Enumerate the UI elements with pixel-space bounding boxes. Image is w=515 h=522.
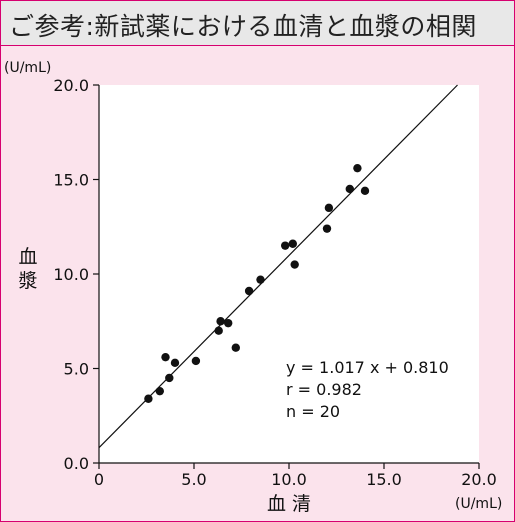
x-tick-label: 15.0 [366,470,402,489]
x-axis-title: 血清 [267,493,317,515]
header-bar: ご参考:新試薬における血清と血漿の相関 [1,1,514,46]
data-point [231,343,240,352]
data-point [214,326,223,335]
data-point [288,239,297,248]
data-point [144,394,153,403]
data-point [224,318,233,328]
x-tick-label: 0 [94,470,104,489]
y-tick-label: 5.0 [64,360,89,379]
data-point [353,163,362,173]
data-point [290,260,299,269]
data-point [191,356,201,366]
correlation-coefficient: r = 0.982 [286,380,362,399]
y-unit-label: (U/mL) [4,60,51,76]
x-unit-label: (U/mL) [455,496,502,512]
data-point [360,186,370,196]
sample-count: n = 20 [286,402,340,421]
data-point [256,275,265,284]
x-tick-label: 20.0 [461,470,497,489]
data-point [161,352,170,362]
data-point [165,373,174,383]
data-point [155,386,164,396]
y-axis-title-1: 血 [18,246,37,268]
data-point [170,358,180,368]
y-axis-title-2: 漿 [18,270,37,292]
data-point [324,203,334,213]
x-tick-label: 10.0 [271,470,307,489]
y-tick-label: 10.0 [53,265,89,284]
regression-equation: y = 1.017 x + 0.810 [286,358,449,377]
y-tick-label: 0.0 [64,454,89,473]
data-point [216,317,225,326]
chart-title: ご参考:新試薬における血清と血漿の相関 [9,12,477,41]
x-tick-label: 5.0 [181,470,206,489]
data-point [244,286,254,296]
y-tick-label: 15.0 [53,171,89,190]
data-point [281,241,290,250]
plot-area [99,85,479,463]
y-tick-label: 20.0 [53,76,89,95]
data-point [322,224,332,233]
data-point [345,184,354,194]
